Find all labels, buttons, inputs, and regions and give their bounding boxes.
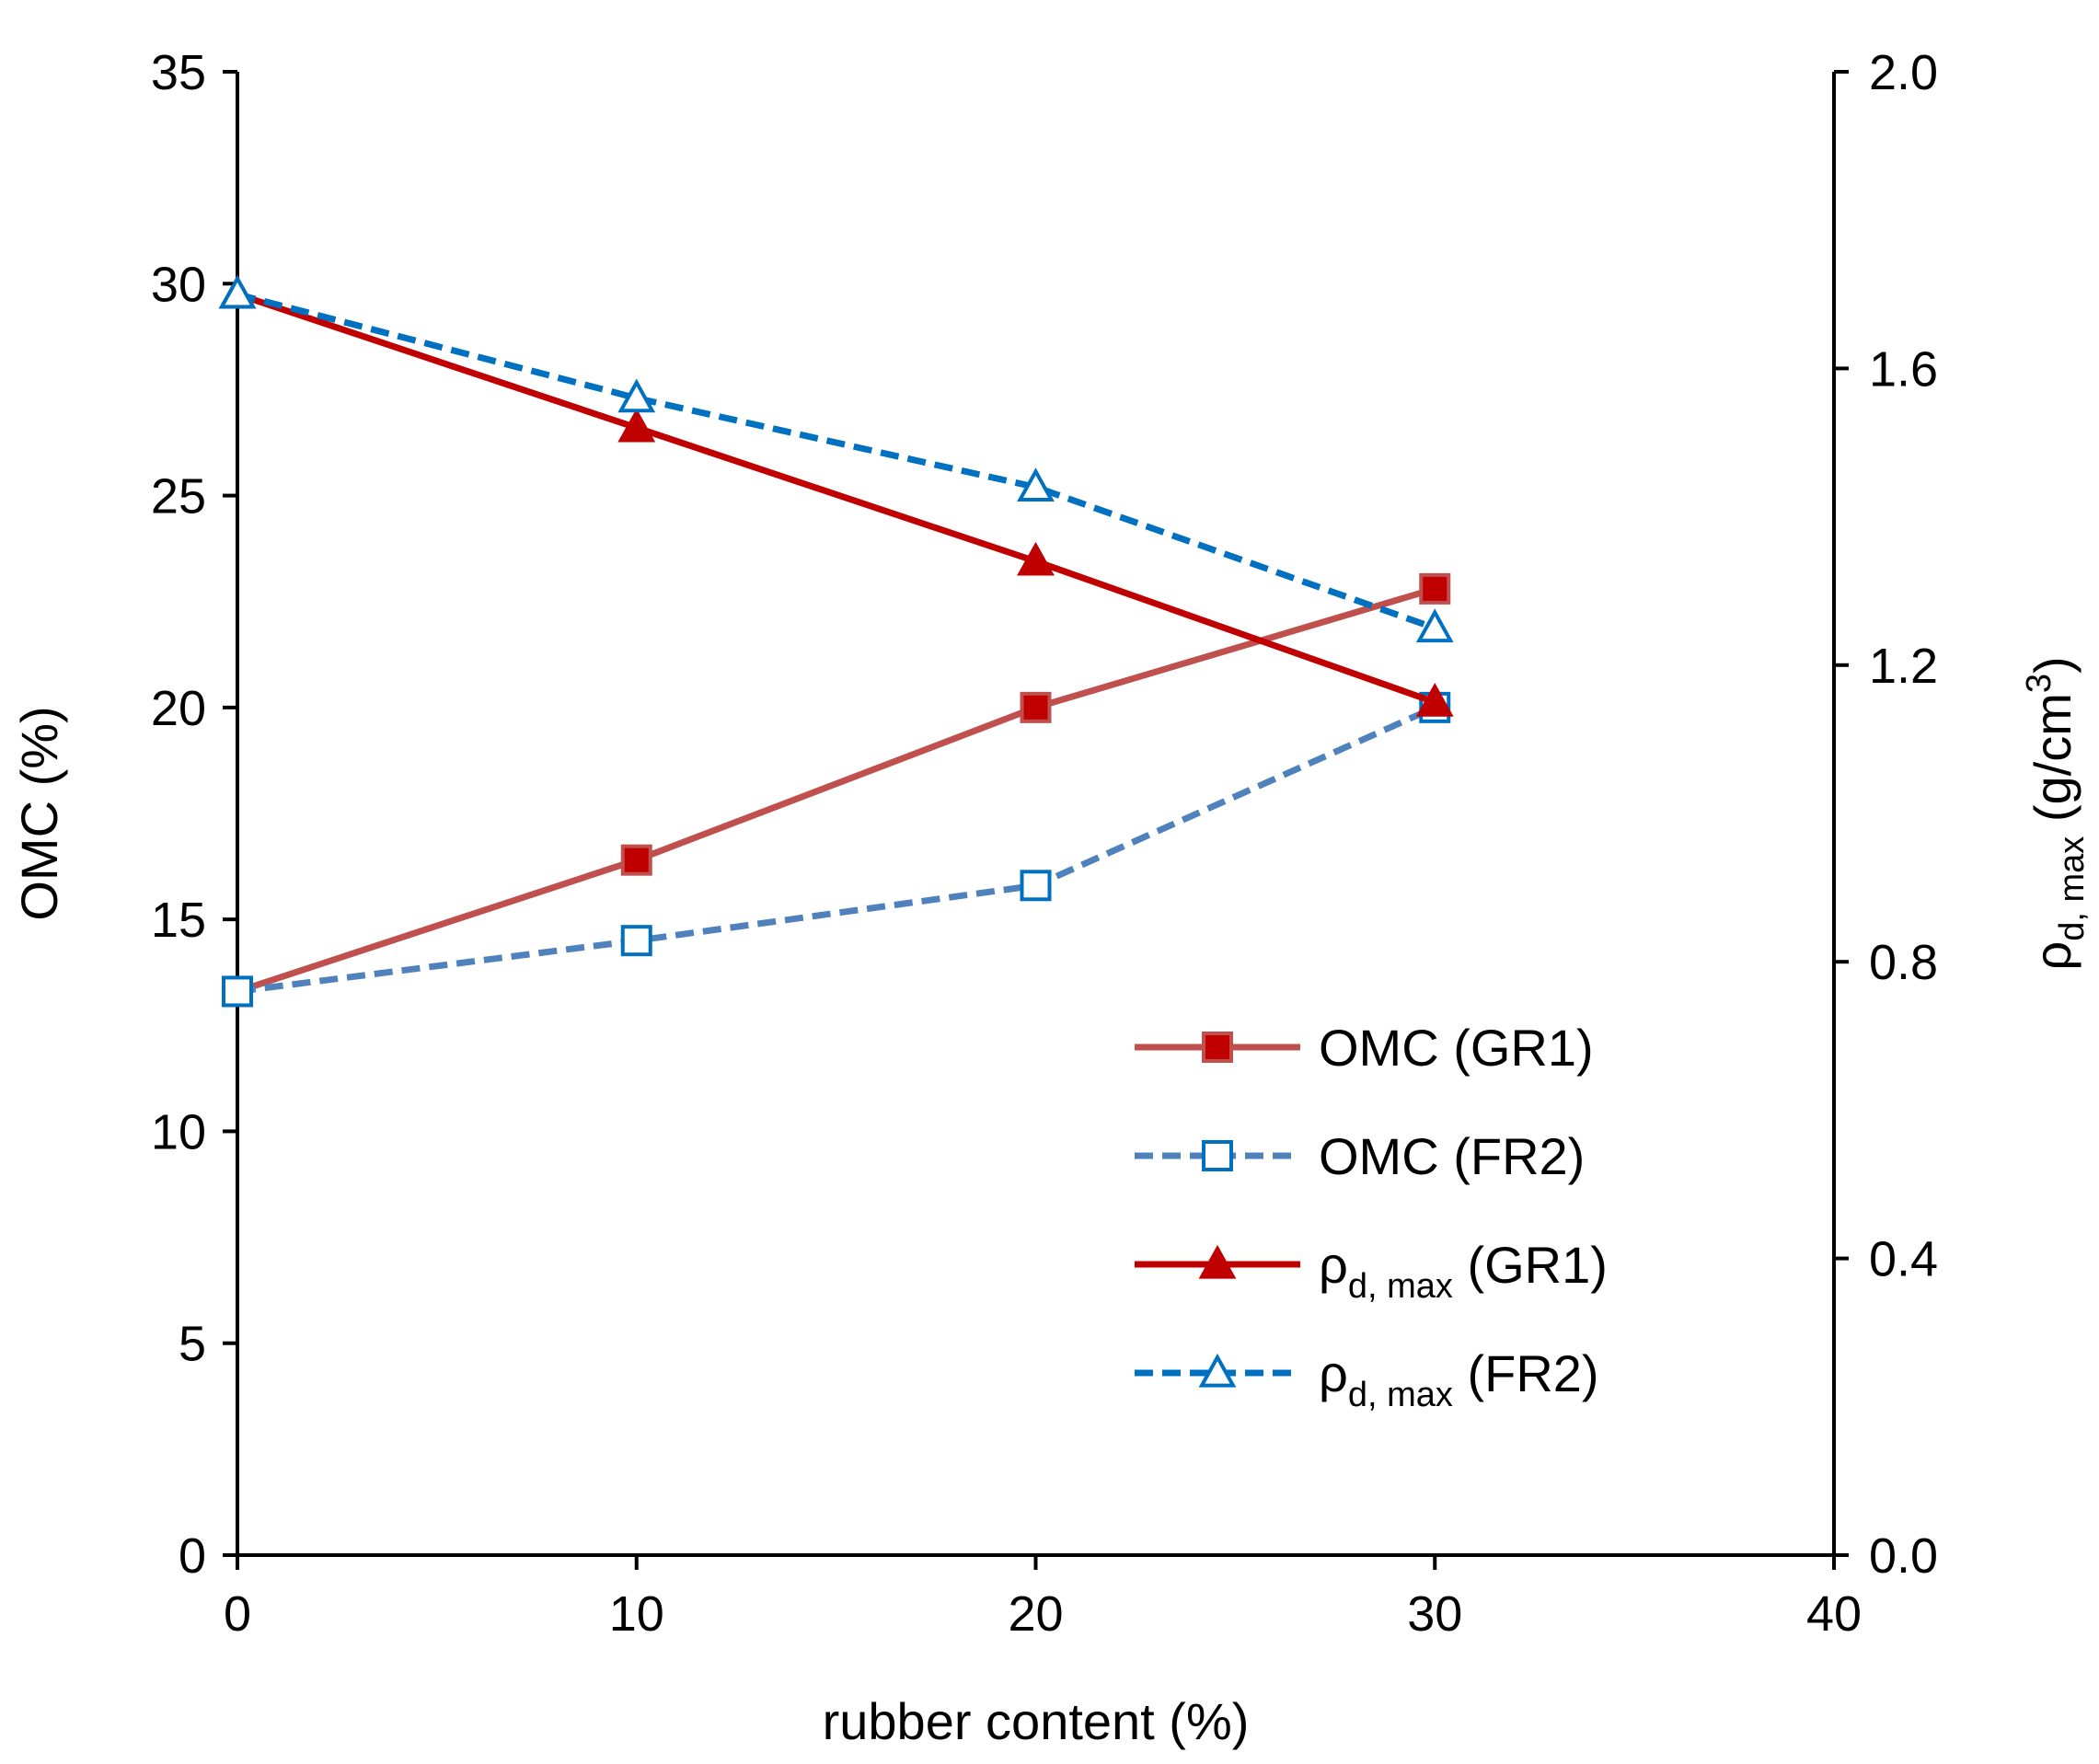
triangle-marker xyxy=(1017,467,1055,502)
y-left-tick-label: 5 xyxy=(179,1317,206,1372)
y-right-tick-label: 0.0 xyxy=(1869,1528,1938,1584)
series-line xyxy=(236,291,1436,631)
y-axis-right-title-subscript: d, max xyxy=(2053,836,2092,941)
legend-label: ρd, max (GR1) xyxy=(1319,1236,1608,1306)
y-right-tick-label: 1.2 xyxy=(1869,639,1938,694)
y-left-tick-label: 30 xyxy=(151,257,206,312)
legend-label-rest: OMC (FR2) xyxy=(1319,1127,1585,1185)
legend-label-subscript: d, max xyxy=(1348,1267,1453,1306)
triangle-marker xyxy=(218,274,257,309)
x-axis-title: rubber content (%) xyxy=(823,1692,1250,1750)
legend-label-symbol: ρ xyxy=(1319,1236,1348,1294)
triangle-marker xyxy=(1415,682,1454,717)
y-right-tick-label: 0.8 xyxy=(1869,935,1938,990)
series-line xyxy=(236,585,1436,995)
triangle-marker xyxy=(1198,1244,1237,1279)
y-axis-left-title: OMC (%) xyxy=(10,706,68,920)
legend-label-subscript: d, max xyxy=(1348,1376,1453,1414)
series-line xyxy=(236,704,1436,995)
square-marker xyxy=(1020,691,1052,723)
y-axis-right-title-symbol: ρ xyxy=(2024,941,2082,971)
triangle-marker xyxy=(617,378,656,413)
series-1 xyxy=(222,691,1451,1008)
legend: OMC (GR1)OMC (FR2)ρd, max (GR1)ρd, max (… xyxy=(1135,1019,1608,1414)
y-axis-right-title-unit-close: ) xyxy=(2024,656,2082,674)
x-tick-label: 40 xyxy=(1806,1586,1862,1642)
legend-label-rest: (GR1) xyxy=(1453,1236,1608,1294)
y-right-tick-label: 2.0 xyxy=(1869,45,1938,100)
y-axis-right-title-unit: (g/cm xyxy=(2024,693,2082,836)
legend-label-symbol: ρ xyxy=(1319,1344,1348,1402)
legend-label-rest: OMC (GR1) xyxy=(1319,1019,1594,1077)
triangle-marker xyxy=(617,408,656,443)
legend-entry: OMC (FR2) xyxy=(1135,1127,1585,1185)
square-marker xyxy=(620,925,652,957)
legend-label: OMC (FR2) xyxy=(1319,1127,1585,1185)
legend-label-rest: (FR2) xyxy=(1453,1344,1599,1402)
legend-entry: OMC (GR1) xyxy=(1135,1019,1594,1077)
series-line xyxy=(236,291,1436,706)
series-2 xyxy=(218,274,1454,717)
y-left-tick-label: 35 xyxy=(151,45,206,100)
legend-entry: ρd, max (GR1) xyxy=(1135,1236,1608,1306)
series-3 xyxy=(218,274,1454,643)
y-left-tick-label: 25 xyxy=(151,469,206,525)
square-marker xyxy=(1020,870,1052,902)
y-right-tick-label: 1.6 xyxy=(1869,341,1938,397)
y-axis-right-title-superscript: 3 xyxy=(2020,674,2059,693)
square-marker xyxy=(1202,1032,1233,1063)
y-axis-right-title: ρd, max (g/cm3) xyxy=(2020,656,2092,970)
y-left-tick-label: 15 xyxy=(151,893,206,948)
square-marker xyxy=(222,975,253,1008)
x-tick-label: 30 xyxy=(1407,1586,1462,1642)
triangle-marker xyxy=(1198,1353,1237,1388)
y-left-tick-label: 20 xyxy=(151,681,206,736)
y-left-tick-label: 0 xyxy=(179,1528,206,1584)
y-left-tick-label: 10 xyxy=(151,1104,206,1159)
triangle-marker xyxy=(1017,541,1055,576)
x-tick-label: 0 xyxy=(224,1586,251,1642)
legend-label: ρd, max (FR2) xyxy=(1319,1344,1599,1414)
y-right-tick-label: 0.4 xyxy=(1869,1232,1938,1287)
square-marker xyxy=(1419,572,1451,605)
axes: 0 10 20 30 40 0 5 10 15 20 25 30 35 0.0 0.4 0.8 1.2 1.6 2.… xyxy=(151,45,1938,1642)
triangle-marker xyxy=(1415,608,1454,643)
x-tick-label: 10 xyxy=(609,1586,664,1642)
series-layer xyxy=(218,274,1454,1008)
x-tick-label: 20 xyxy=(1008,1586,1063,1642)
square-marker xyxy=(620,844,652,876)
legend-label: OMC (GR1) xyxy=(1319,1019,1594,1077)
square-marker xyxy=(1202,1140,1233,1171)
legend-entry: ρd, max (FR2) xyxy=(1135,1344,1599,1414)
